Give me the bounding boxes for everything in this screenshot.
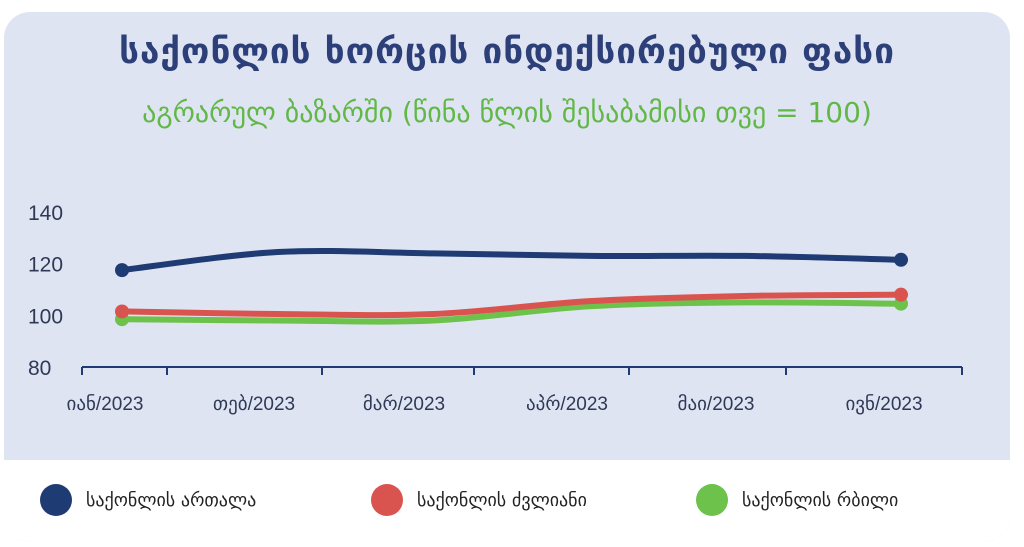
legend-swatch-artala bbox=[40, 484, 72, 516]
data-point-series-0 bbox=[115, 263, 129, 278]
legend-label-artala: საქონლის ართალა bbox=[86, 489, 257, 511]
legend-swatch-rbili bbox=[696, 484, 728, 516]
x-tick-label: მაი/2023 bbox=[678, 394, 755, 415]
data-point-series-1 bbox=[894, 287, 908, 302]
legend-label-rbili: საქონლის რბილი bbox=[742, 489, 899, 511]
chart-title: საქონლის ხორცის ინდექსირებული ფასი bbox=[119, 32, 895, 72]
line-chart: 80 100 120 140 იან/2023 თებ/2023 მარ/2023 აპრ/2… bbox=[28, 202, 963, 415]
y-tick-label: 100 bbox=[28, 305, 63, 328]
x-tick-label: ივნ/2023 bbox=[845, 394, 922, 415]
legend-item-dzvliani: საქონლის ძვლიანი bbox=[371, 484, 587, 516]
legend-item-artala: საქონლის ართალა bbox=[40, 484, 256, 516]
x-tick-label: აპრ/2023 bbox=[526, 394, 608, 415]
x-tick-label: მარ/2023 bbox=[363, 394, 445, 415]
series-line-2 bbox=[119, 299, 904, 325]
legend-swatch-dzvliani bbox=[371, 484, 403, 516]
x-tick-label: იან/2023 bbox=[67, 394, 144, 415]
legend: საქონლის ართალა საქონლის ძვლიანი საქონლი… bbox=[4, 460, 1010, 542]
data-point-series-0 bbox=[894, 252, 908, 267]
chart-subtitle: აგრარულ ბაზარში (წინა წლის შესაბამისი თვ… bbox=[142, 96, 872, 129]
data-point-series-1 bbox=[115, 304, 129, 319]
series-line-0 bbox=[119, 247, 904, 274]
legend-label-dzvliani: საქონლის ძვლიანი bbox=[417, 489, 587, 511]
x-tick-label: თებ/2023 bbox=[213, 394, 295, 415]
series-line-1 bbox=[119, 291, 904, 319]
y-tick-label: 140 bbox=[28, 202, 63, 225]
y-tick-label: 120 bbox=[28, 254, 63, 277]
legend-item-rbili: საქონლის რბილი bbox=[696, 484, 898, 516]
y-tick-label: 80 bbox=[28, 357, 51, 380]
chart-card: საქონლის ხორცის ინდექსირებული ფასი აგრარ… bbox=[4, 12, 1010, 542]
